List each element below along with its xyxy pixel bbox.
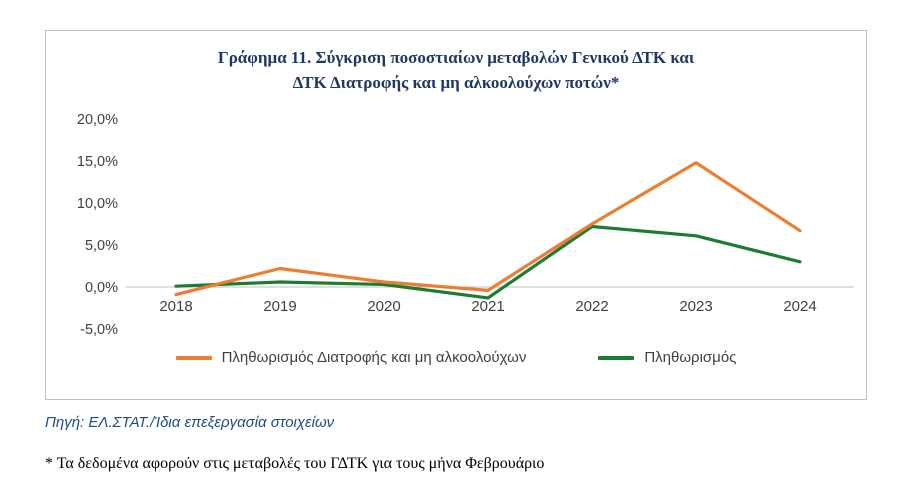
chart-title-line1: Γράφημα 11. Σύγκριση ποσοστιαίων μεταβολ… <box>217 48 695 67</box>
x-tick-label: 2024 <box>783 298 816 315</box>
x-tick-label: 2021 <box>471 298 504 315</box>
source-note: Πηγή: ΕΛ.ΣΤΑΤ./Ίδια επεξεργασία στοιχείω… <box>45 414 335 431</box>
chart-container: Γράφημα 11. Σύγκριση ποσοστιαίων μεταβολ… <box>45 30 867 400</box>
legend-item-inflation: Πληθωρισμός <box>598 349 736 366</box>
legend-label: Πληθωρισμός Διατροφής και μη αλκοολούχων <box>221 349 527 367</box>
legend-swatch <box>598 355 635 360</box>
footnote: * Τα δεδομένα αφορούν στις μεταβολές του… <box>45 455 545 472</box>
legend-swatch <box>175 355 212 360</box>
legend-label: Πληθωρισμός <box>644 349 737 367</box>
x-tick-label: 2022 <box>575 298 608 315</box>
y-tick-label: 0,0% <box>85 280 118 296</box>
x-tick-label: 2020 <box>367 298 400 315</box>
series-line-1 <box>174 225 802 300</box>
y-tick-label: 10,0% <box>77 196 118 212</box>
chart-legend: Πληθωρισμός Διατροφής και μη αλκοολούχων… <box>46 349 866 366</box>
legend-item-food-inflation: Πληθωρισμός Διατροφής και μη αλκοολούχων <box>175 349 527 367</box>
chart-title: Γράφημα 11. Σύγκριση ποσοστιαίων μεταβολ… <box>46 46 866 95</box>
y-tick-label: 15,0% <box>77 154 118 170</box>
series-line-0 <box>174 161 802 297</box>
y-tick-label: 5,0% <box>85 238 118 254</box>
chart-title-line2: ΔΤΚ Διατροφής και μη αλκοολούχων ποτών* <box>292 72 620 92</box>
x-tick-label: 2019 <box>263 298 296 315</box>
line-chart-svg: -5,0% 0,0% 5,0% 10,0% 15,0% 20,0% 2018 2019 2020… <box>77 112 854 338</box>
y-tick-label: 20,0% <box>77 112 118 128</box>
x-tick-label: 2018 <box>159 298 192 315</box>
y-tick-label: -5,0% <box>80 322 118 338</box>
x-tick-label: 2023 <box>679 298 712 315</box>
